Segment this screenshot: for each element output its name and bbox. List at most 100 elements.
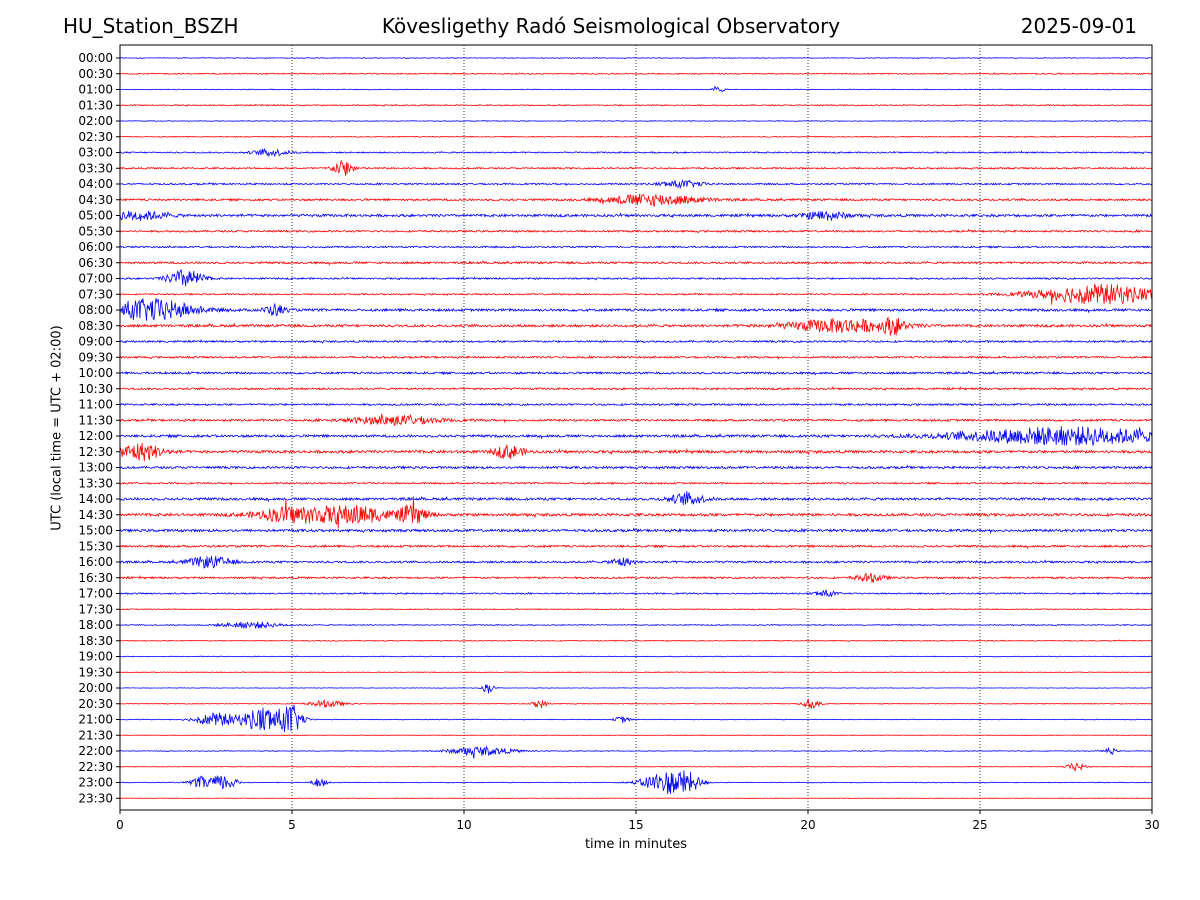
y-tick-label: 16:00 xyxy=(78,555,113,569)
y-tick-label: 00:00 xyxy=(78,51,113,65)
y-tick-label: 19:00 xyxy=(78,650,113,664)
trace-1600 xyxy=(119,555,1153,569)
x-tick-label: 15 xyxy=(628,818,643,832)
y-tick-label: 01:00 xyxy=(78,83,113,97)
trace-1100 xyxy=(119,402,1153,407)
y-tick-label: 13:00 xyxy=(78,461,113,475)
y-tick-label: 11:30 xyxy=(78,413,113,427)
y-tick-label: 05:30 xyxy=(78,224,113,238)
trace-2000 xyxy=(119,684,1153,694)
trace-1030 xyxy=(119,386,1153,391)
trace-0100 xyxy=(119,85,1153,93)
trace-2100 xyxy=(119,704,1152,732)
trace-1900 xyxy=(119,655,1152,658)
trace-0230 xyxy=(119,135,1153,139)
x-tick-label: 30 xyxy=(1144,818,1159,832)
trace-0130 xyxy=(119,103,1153,107)
y-tick-label: 10:00 xyxy=(78,366,113,380)
trace-1000 xyxy=(119,370,1153,376)
y-tick-label: 08:00 xyxy=(78,303,113,317)
trace-0400 xyxy=(119,179,1153,190)
y-tick-label: 18:30 xyxy=(78,634,113,648)
y-tick-label: 00:30 xyxy=(78,67,113,81)
trace-2330 xyxy=(119,797,1153,800)
trace-1630 xyxy=(119,572,1153,583)
y-tick-label: 20:00 xyxy=(78,681,113,695)
y-tick-label: 16:30 xyxy=(78,571,113,585)
y-tick-label: 05:00 xyxy=(78,209,113,223)
y-tick-label: 06:30 xyxy=(78,256,113,270)
y-tick-label: 09:30 xyxy=(78,350,113,364)
y-tick-label: 08:30 xyxy=(78,319,113,333)
trace-1130 xyxy=(119,413,1153,426)
trace-0030 xyxy=(119,72,1153,76)
trace-1430 xyxy=(119,496,1153,529)
trace-2230 xyxy=(119,762,1153,772)
y-tick-label: 23:30 xyxy=(78,791,113,805)
trace-0700 xyxy=(119,269,1153,287)
trace-0900 xyxy=(119,338,1153,344)
trace-2030 xyxy=(119,698,1153,710)
trace-1230 xyxy=(119,442,1152,462)
trace-2300 xyxy=(119,770,1153,795)
trace-1500 xyxy=(119,527,1153,535)
y-tick-label: 03:30 xyxy=(78,161,113,175)
x-tick-label: 20 xyxy=(800,818,815,832)
y-tick-label: 12:00 xyxy=(78,429,113,443)
trace-0530 xyxy=(119,228,1153,234)
y-tick-label: 22:30 xyxy=(78,760,113,774)
y-tick-label: 12:30 xyxy=(78,445,113,459)
trace-2200 xyxy=(119,745,1152,759)
station-name: HU_Station_BSZH xyxy=(63,14,239,38)
trace-0630 xyxy=(119,260,1153,266)
y-tick-label: 03:00 xyxy=(78,146,113,160)
y-tick-label: 15:00 xyxy=(78,524,113,538)
y-tick-label: 19:30 xyxy=(78,665,113,679)
trace-1530 xyxy=(119,544,1153,549)
trace-0600 xyxy=(119,245,1153,250)
y-tick-label: 07:30 xyxy=(78,287,113,301)
y-tick-label: 17:30 xyxy=(78,602,113,616)
x-tick-label: 5 xyxy=(288,818,296,832)
y-tick-label: 01:30 xyxy=(78,98,113,112)
y-tick-label: 14:00 xyxy=(78,492,113,506)
trace-0830 xyxy=(119,316,1153,336)
trace-1830 xyxy=(119,639,1153,642)
y-tick-label: 07:00 xyxy=(78,272,113,286)
y-tick-label: 04:00 xyxy=(78,177,113,191)
y-tick-label: 17:00 xyxy=(78,587,113,601)
trace-1730 xyxy=(119,608,1153,611)
trace-1400 xyxy=(119,491,1153,506)
y-tick-label: 18:00 xyxy=(78,618,113,632)
y-tick-label: 10:30 xyxy=(78,382,113,396)
y-tick-label: 14:30 xyxy=(78,508,113,522)
x-axis-label: time in minutes xyxy=(584,837,688,852)
chart-title: Kövesligethy Radó Seismological Observat… xyxy=(381,14,841,38)
y-tick-label: 11:00 xyxy=(78,398,113,412)
y-tick-label: 21:00 xyxy=(78,713,113,727)
y-tick-label: 13:30 xyxy=(78,476,113,490)
y-tick-label: 23:00 xyxy=(78,776,113,790)
trace-1300 xyxy=(119,464,1153,470)
trace-0330 xyxy=(119,160,1153,176)
trace-0500 xyxy=(119,210,1153,222)
trace-2130 xyxy=(119,734,1152,737)
trace-1200 xyxy=(119,426,1153,447)
trace-0800 xyxy=(119,298,1153,321)
trace-1700 xyxy=(119,589,1153,598)
trace-0930 xyxy=(119,354,1153,360)
y-tick-label: 02:30 xyxy=(78,130,113,144)
trace-1800 xyxy=(119,621,1153,629)
trace-0300 xyxy=(119,147,1153,158)
y-tick-label: 04:30 xyxy=(78,193,113,207)
trace-0430 xyxy=(119,193,1153,207)
y-axis-label: UTC (local time = UTC + 02:00) xyxy=(49,325,65,531)
y-tick-label: 02:00 xyxy=(78,114,113,128)
chart-date: 2025-09-01 xyxy=(1020,14,1137,38)
y-tick-label: 06:00 xyxy=(78,240,113,254)
trace-0730 xyxy=(119,283,1153,305)
trace-0200 xyxy=(119,119,1153,123)
x-tick-label: 0 xyxy=(116,818,124,832)
y-tick-label: 09:00 xyxy=(78,335,113,349)
